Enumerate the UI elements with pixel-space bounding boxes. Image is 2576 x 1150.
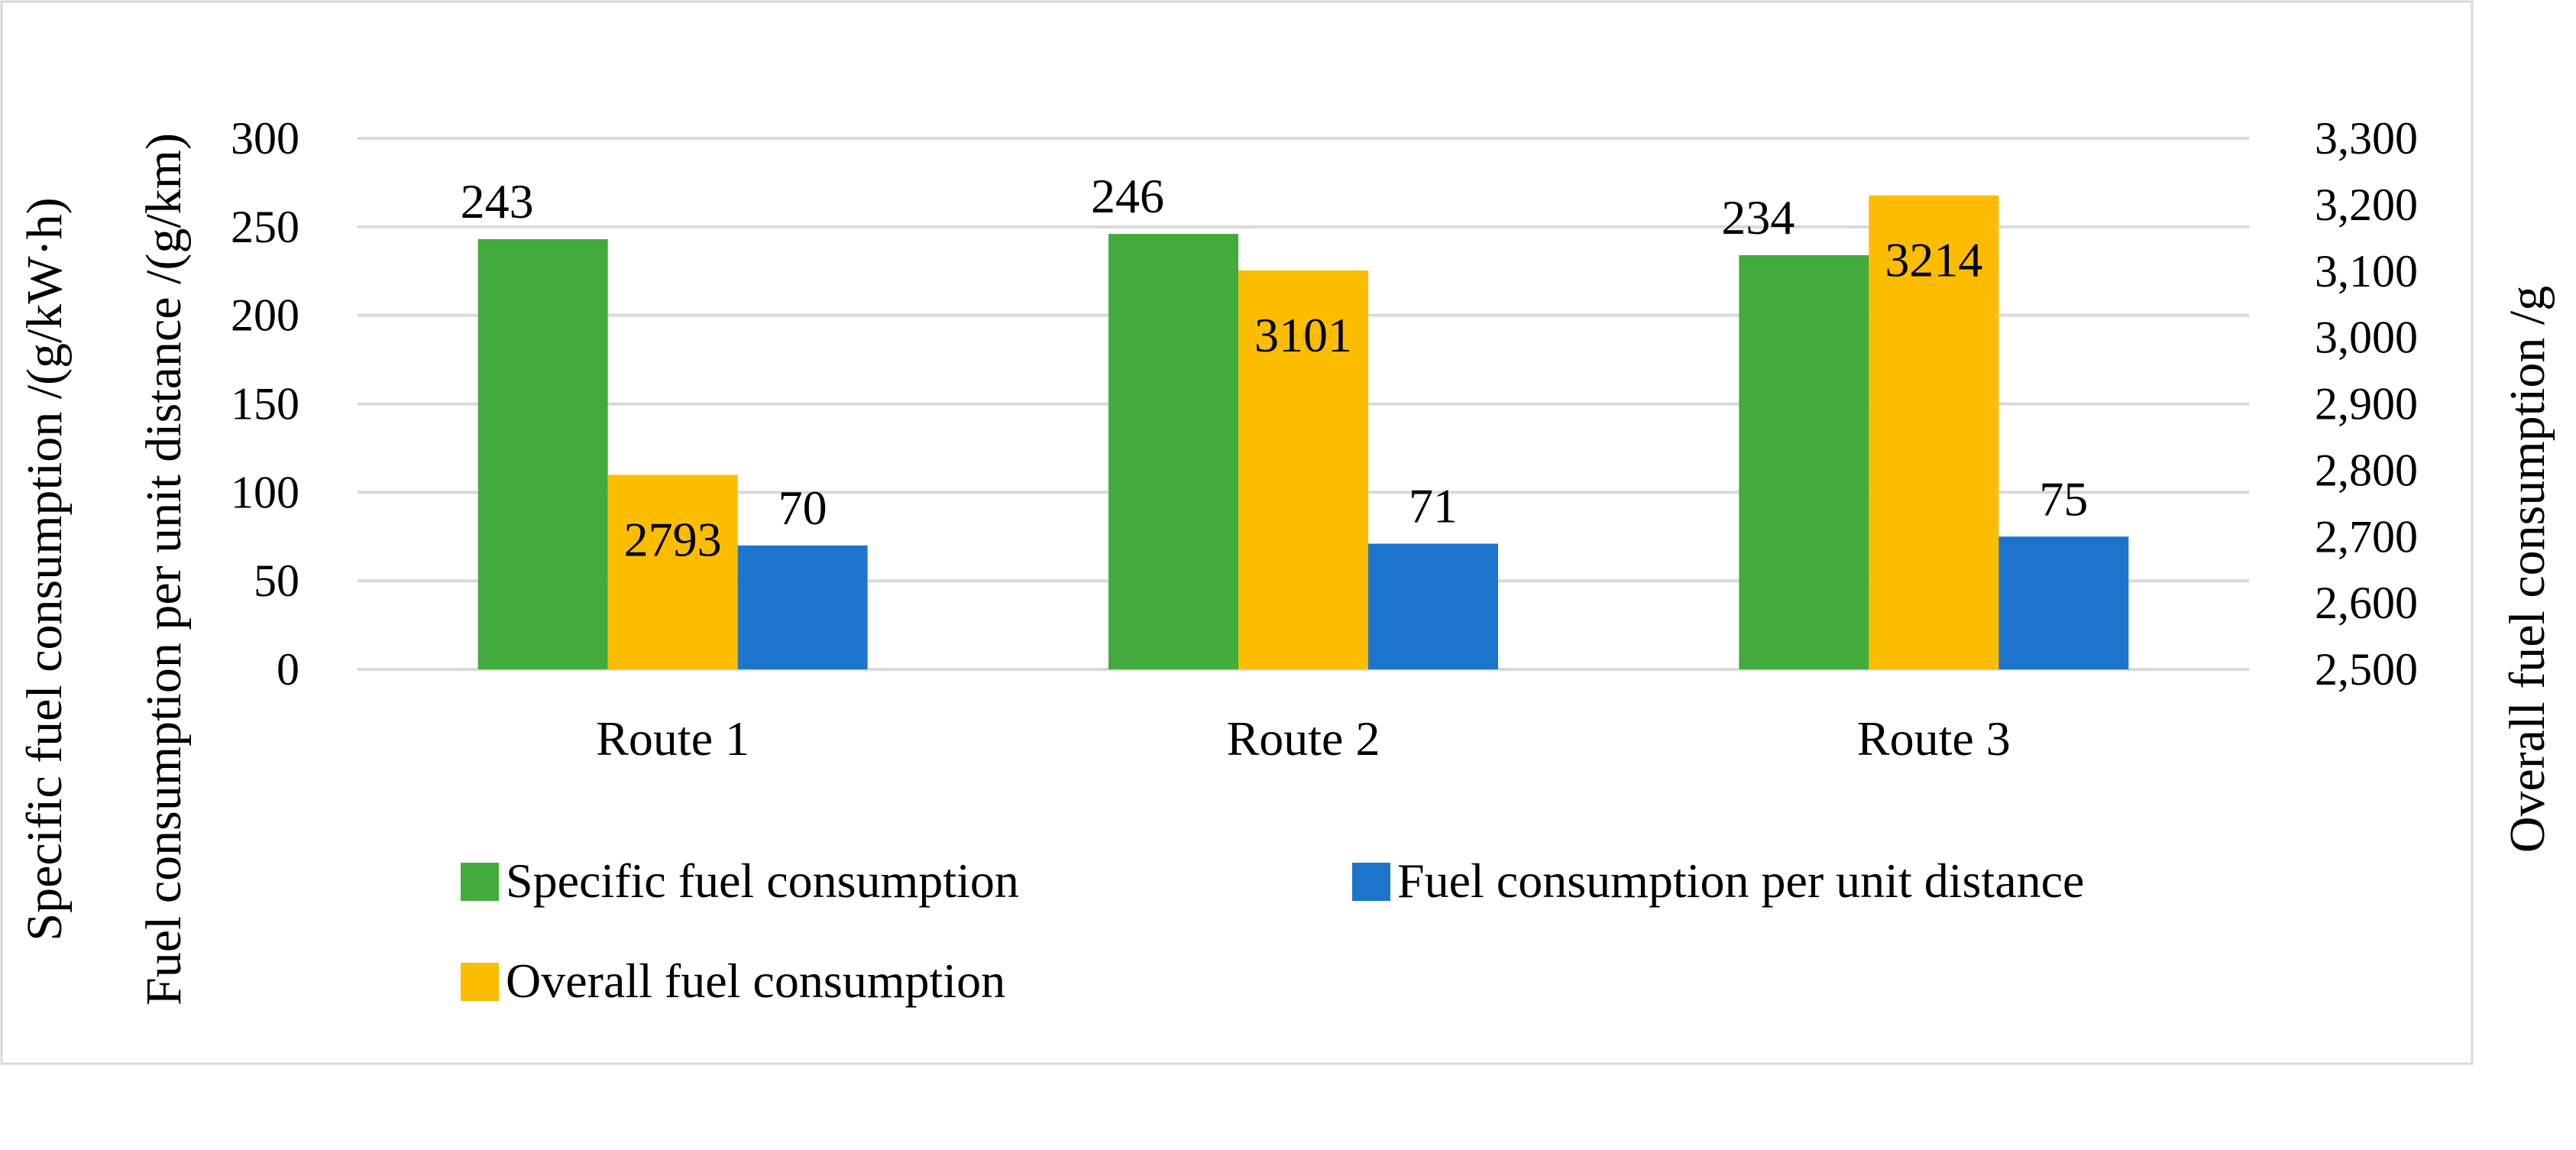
category-label: Route 2: [1227, 711, 1380, 766]
legend-label-specific: Specific fuel consumption: [506, 854, 1019, 908]
right-tick-label: 2,700: [2315, 511, 2418, 562]
data-label-per-distance: 75: [2039, 471, 2088, 526]
left-tick-label: 150: [231, 379, 299, 429]
right-tick-label: 3,100: [2315, 246, 2418, 296]
legend-swatch-overall: [461, 963, 499, 1001]
data-label-overall: 3214: [1885, 233, 1982, 287]
bar-overall: [607, 475, 738, 669]
left-axis-ticks: 0 50 100 150 200 250 300: [231, 113, 299, 695]
bar-overall: [1869, 195, 1999, 669]
bar-specific: [1108, 234, 1238, 670]
right-tick-label: 2,600: [2315, 578, 2418, 628]
left-tick-label: 50: [254, 556, 299, 606]
bar-overall: [1238, 270, 1368, 670]
left-tick-label: 200: [231, 290, 299, 341]
right-tick-label: 3,000: [2315, 313, 2418, 363]
bar-per-distance: [737, 545, 868, 669]
category-labels: Route 1 Route 2 Route 3: [596, 711, 2011, 766]
category-label: Route 3: [1857, 711, 2011, 766]
data-label-specific: 246: [1091, 169, 1164, 223]
right-tick-label: 2,800: [2315, 445, 2418, 495]
legend-swatch-specific: [461, 863, 499, 901]
right-axis-ticks: 2,500 2,600 2,700 2,800 2,900 3,000 3,100 3,200…: [2315, 113, 2418, 695]
left-axis-title-line2: Fuel consumption per unit distance /(g/k…: [136, 133, 192, 1006]
left-tick-label: 0: [277, 644, 299, 695]
legend: Specific fuel consumption Fuel consumpti…: [461, 854, 2084, 1008]
right-axis-title: Overall fuel consumption /g: [2500, 286, 2555, 853]
right-tick-label: 2,500: [2315, 644, 2418, 695]
bar-per-distance: [1368, 543, 1498, 669]
right-tick-label: 3,300: [2315, 113, 2418, 164]
legend-label-overall: Overall fuel consumption: [506, 954, 1005, 1008]
left-tick-label: 300: [231, 113, 299, 164]
left-tick-label: 250: [231, 202, 299, 252]
data-label-specific: 234: [1721, 190, 1794, 245]
data-label-overall: 2793: [624, 512, 722, 566]
right-tick-label: 3,200: [2315, 180, 2418, 230]
bars: [477, 195, 2129, 670]
bar-per-distance: [1998, 536, 2129, 669]
data-label-per-distance: 70: [778, 481, 827, 535]
left-axis-title-line1: Specific fuel consumption /(g/kW·h): [17, 197, 73, 941]
legend-label-per-distance: Fuel consumption per unit distance: [1397, 854, 2084, 908]
legend-swatch-per-distance: [1352, 863, 1390, 901]
data-label-specific: 243: [461, 174, 534, 228]
data-label-per-distance: 71: [1409, 479, 1458, 533]
right-tick-label: 2,900: [2315, 379, 2418, 429]
left-tick-label: 100: [231, 467, 299, 517]
category-label: Route 1: [596, 711, 749, 766]
chart-frame: [0, 0, 2474, 1065]
data-labels: 243 2793 70 246 3101 71 234 3214 75: [461, 169, 2089, 566]
data-label-overall: 3101: [1254, 308, 1352, 362]
bar-specific: [477, 239, 608, 669]
bar-specific: [1739, 254, 1869, 669]
